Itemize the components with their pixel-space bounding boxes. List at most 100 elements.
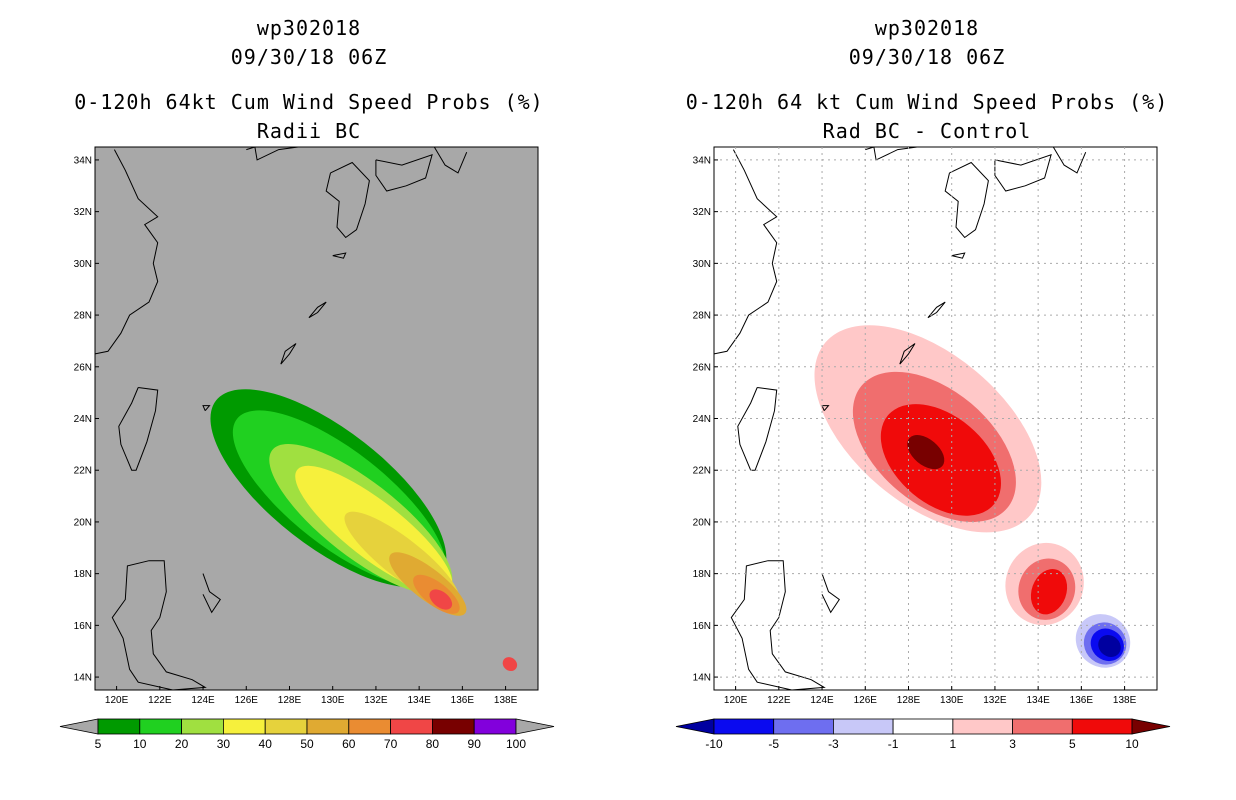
colorbar-segment xyxy=(264,718,308,735)
right-title-method: Rad BC - Control xyxy=(822,119,1032,143)
lon-tick-label: 126E xyxy=(854,695,878,706)
colorbar-segment xyxy=(892,718,954,735)
right-contours xyxy=(714,147,1131,690)
colorbar-label: 10 xyxy=(133,737,147,751)
colorbar-segment xyxy=(139,718,183,735)
colorbar-segment xyxy=(306,718,350,735)
colorbar-label: 70 xyxy=(384,737,398,751)
lon-tick-label: 130E xyxy=(940,695,964,706)
lat-tick-label: 32N xyxy=(74,207,92,218)
coastline xyxy=(737,387,778,471)
lat-tick-label: 14N xyxy=(74,673,92,684)
right-chart-panel: wp302018 09/30/18 06Z 0-120h 64 kt Cum W… xyxy=(618,0,1236,800)
colorbar-segment xyxy=(832,718,894,735)
lat-tick-label: 20N xyxy=(693,517,711,528)
colorbar-label: 20 xyxy=(175,737,189,751)
lat-tick-label: 16N xyxy=(74,621,92,632)
coastline xyxy=(118,387,159,471)
lat-tick-label: 26N xyxy=(693,362,711,373)
coastline xyxy=(433,147,468,174)
colorbar-label: 10 xyxy=(1125,737,1139,751)
coastline xyxy=(202,405,211,412)
colorbar-label: 50 xyxy=(300,737,314,751)
lat-tick-label: 16N xyxy=(693,621,711,632)
colorbar-segment xyxy=(773,718,834,735)
colorbar-label: -5 xyxy=(768,737,779,751)
colorbar-segment xyxy=(181,718,224,735)
right-difference-map: 120E 122E 124E 126E 128E 130E 132E 134E 136E 138E… xyxy=(675,146,1171,751)
lat-tick-label: 22N xyxy=(693,466,711,477)
left-title-product: 0-120h 64kt Cum Wind Speed Probs (%) xyxy=(74,90,544,114)
coastline xyxy=(714,149,778,355)
lon-tick-label: 132E xyxy=(983,695,1007,706)
lon-tick-label: 134E xyxy=(407,695,431,706)
coastline xyxy=(202,573,221,614)
colorbar-over-triangle xyxy=(1131,718,1171,735)
colorbar-label: 1 xyxy=(950,737,957,751)
coastline xyxy=(246,147,299,161)
colorbar-label: 30 xyxy=(217,737,231,751)
lon-tick-label: 134E xyxy=(1026,695,1050,706)
left-contours xyxy=(95,147,518,690)
lat-tick-label: 26N xyxy=(74,362,92,373)
lat-tick-label: 28N xyxy=(74,311,92,322)
lon-tick-label: 138E xyxy=(1113,695,1137,706)
colorbar-label: 100 xyxy=(506,737,526,751)
colorbar-label: 60 xyxy=(342,737,356,751)
coastline xyxy=(927,301,946,319)
colorbar-over-triangle xyxy=(515,718,555,735)
lon-tick-label: 136E xyxy=(451,695,475,706)
colorbar-segment xyxy=(390,718,433,735)
lat-tick-label: 22N xyxy=(74,466,92,477)
coastline xyxy=(308,301,327,319)
lat-tick-label: 18N xyxy=(693,569,711,580)
left-title-date: 09/30/18 06Z xyxy=(230,45,388,69)
colorbar-label: 80 xyxy=(426,737,440,751)
colorbar-under-triangle xyxy=(59,718,99,735)
lat-tick-label: 28N xyxy=(693,311,711,322)
right-title-date: 09/30/18 06Z xyxy=(848,45,1006,69)
left-title-storm: wp302018 xyxy=(256,16,362,40)
lon-tick-label: 136E xyxy=(1070,695,1094,706)
lon-tick-label: 124E xyxy=(191,695,215,706)
colorbar-label: 5 xyxy=(1069,737,1076,751)
colorbar-label: -1 xyxy=(888,737,899,751)
left-chart-panel: wp302018 09/30/18 06Z 0-120h 64kt Cum Wi… xyxy=(59,16,555,751)
colorbar-segment xyxy=(222,718,266,735)
lat-tick-label: 32N xyxy=(693,207,711,218)
colorbar-label: -3 xyxy=(828,737,839,751)
lat-tick-label: 34N xyxy=(74,155,92,166)
lat-tick-label: 30N xyxy=(74,259,92,270)
colorbar-segment xyxy=(473,718,517,735)
probability-band-tip xyxy=(502,657,518,672)
lat-tick-label: 18N xyxy=(74,569,92,580)
colorbar-segment xyxy=(431,718,475,735)
colorbar-label: 40 xyxy=(259,737,273,751)
colorbar-segment xyxy=(713,718,775,735)
lat-tick-label: 24N xyxy=(693,414,711,425)
colorbar-segment xyxy=(1012,718,1073,735)
colorbar-segment xyxy=(1071,718,1133,735)
probability-band-70 xyxy=(429,589,453,610)
coastline xyxy=(821,405,830,412)
lon-tick-label: 132E xyxy=(364,695,388,706)
coastline xyxy=(899,343,916,365)
difference-negative-cell xyxy=(1098,635,1121,657)
lon-tick-label: 122E xyxy=(767,695,791,706)
coastline xyxy=(994,154,1052,192)
coastline xyxy=(280,343,297,365)
lon-tick-label: 138E xyxy=(494,695,518,706)
colorbar-label: 3 xyxy=(1009,737,1016,751)
lon-tick-label: 128E xyxy=(897,695,921,706)
right-title-storm: wp302018 xyxy=(874,16,980,40)
lon-tick-label: 120E xyxy=(105,695,129,706)
lon-tick-label: 130E xyxy=(321,695,345,706)
coastline xyxy=(730,560,826,690)
right-title-product: 0-120h 64 kt Cum Wind Speed Probs (%) xyxy=(685,90,1169,114)
colorbar-segment xyxy=(348,718,391,735)
coastline xyxy=(821,573,840,614)
colorbar-label: 5 xyxy=(95,737,102,751)
left-probability-map: 120E 122E 124E 126E 128E 130E 132E 134E 136E 138E… xyxy=(59,146,555,751)
difference-positive-cell xyxy=(1030,569,1068,615)
left-title-method: Radii BC xyxy=(256,119,362,143)
